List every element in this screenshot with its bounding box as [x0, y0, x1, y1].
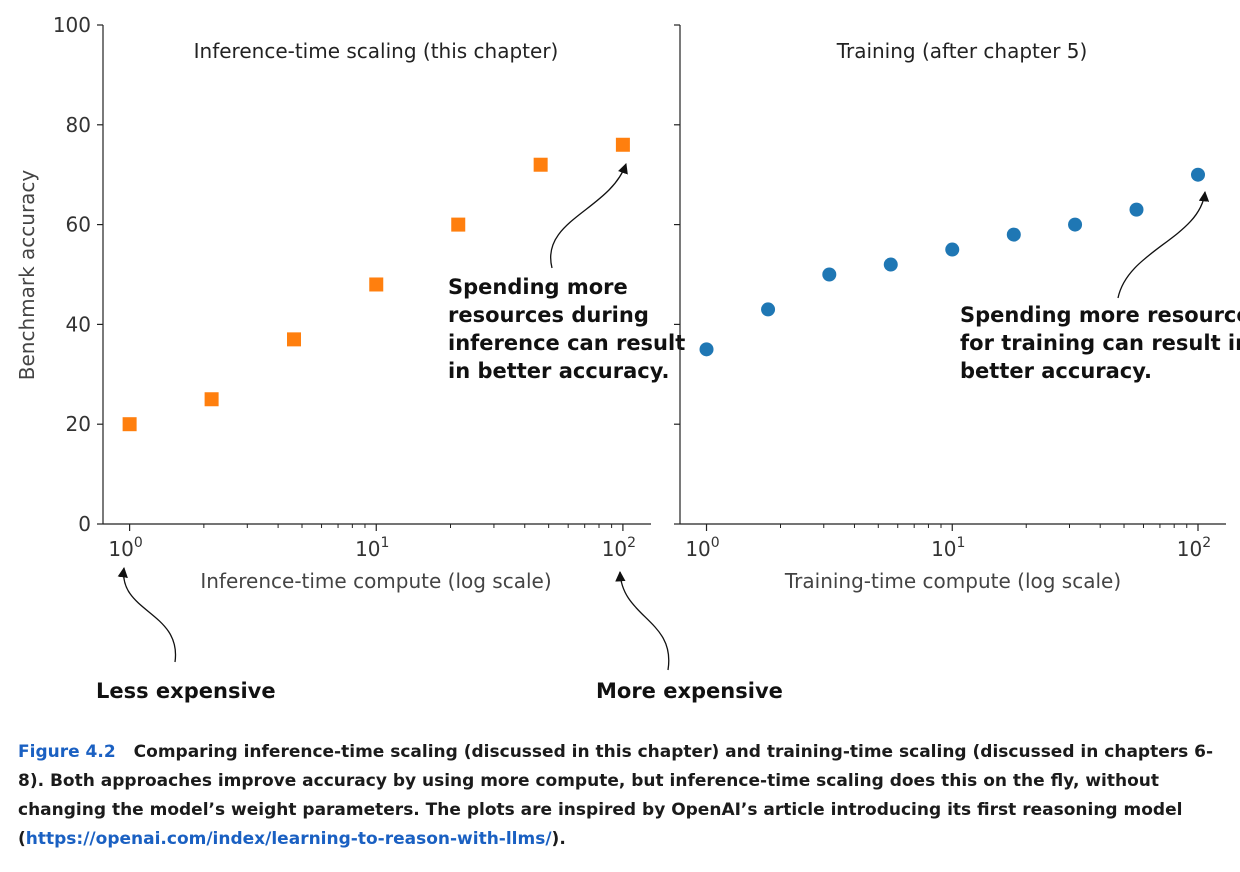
left-y-tick-label: 80: [66, 113, 91, 137]
figure-caption: Figure 4.2 Comparing inference-time scali…: [18, 738, 1223, 854]
less-expensive-note: Less expensive: [96, 679, 276, 703]
left-annotation-arrow: [549, 163, 628, 269]
left-y-tick-label: 40: [66, 312, 91, 336]
less-expensive-arrow: [117, 566, 177, 663]
right-annotation: Spending more resources for training can…: [960, 190, 1240, 383]
left-data-point: [287, 332, 302, 347]
left-annotation-line-3: inference can result: [448, 331, 685, 355]
left-y-tick-label: 60: [66, 213, 91, 237]
left-panel: Inference-time scaling (this chapter) Be…: [15, 13, 685, 593]
left-annotation-line-1: Spending more: [448, 275, 628, 299]
left-annotation-line-2: resources during: [448, 303, 649, 327]
right-panel: Training (after chapter 5) Training-time…: [674, 24, 1240, 593]
right-data-point: [699, 342, 714, 357]
right-annotation-line-2: for training can result in: [960, 331, 1240, 355]
right-x-axis-label: Training-time compute (log scale): [784, 569, 1121, 593]
caption-end: ).: [551, 829, 566, 849]
right-data-point: [883, 257, 898, 272]
right-data-point: [1129, 202, 1144, 217]
more-expensive-arrow: [615, 570, 670, 671]
right-data-point: [761, 302, 776, 317]
caption-figure-number: Figure 4.2: [18, 742, 116, 762]
left-data-point: [615, 137, 630, 152]
left-y-tick-label: 100: [53, 13, 91, 37]
right-annotation-arrow: [1117, 190, 1210, 299]
right-x-tick-label: 100: [685, 535, 719, 561]
right-data-point: [1190, 167, 1205, 182]
caption-text: Comparing inference-time scaling (discus…: [18, 742, 1214, 849]
left-data-point: [369, 277, 384, 292]
right-annotation-line-1: Spending more resources: [960, 303, 1240, 327]
more-expensive-note: More expensive: [596, 679, 783, 703]
left-data-point: [451, 217, 466, 232]
right-data-point: [945, 242, 960, 257]
right-annotation-line-3: better accuracy.: [960, 359, 1152, 383]
right-axes: 100 101 102: [674, 24, 1226, 561]
right-x-tick-label: 102: [1177, 535, 1211, 561]
left-y-tick-label: 0: [78, 512, 91, 536]
right-data-point: [1068, 217, 1083, 232]
left-annotation-line-4: in better accuracy.: [448, 359, 669, 383]
right-data-points: [699, 167, 1205, 357]
left-y-axis-label: Benchmark accuracy: [15, 170, 39, 381]
left-data-point: [204, 392, 219, 407]
left-x-tick-label: 102: [602, 535, 636, 561]
right-x-tick-label: 101: [931, 535, 965, 561]
right-data-point: [1006, 227, 1021, 242]
left-data-point: [122, 417, 137, 432]
left-annotation: Spending more resources during inference…: [448, 163, 685, 383]
left-data-points: [122, 137, 630, 432]
cost-notes: Less expensive More expensive: [96, 566, 783, 703]
left-panel-title: Inference-time scaling (this chapter): [194, 39, 559, 63]
left-x-axis-label: Inference-time compute (log scale): [200, 569, 551, 593]
left-data-point: [533, 157, 548, 172]
left-x-tick-label: 101: [355, 535, 389, 561]
left-y-tick-label: 20: [66, 412, 91, 436]
right-panel-title: Training (after chapter 5): [836, 39, 1088, 63]
left-x-tick-label: 100: [108, 535, 142, 561]
left-axes: 0 20 40 60 80 100 100 101 102: [53, 13, 651, 561]
caption-link[interactable]: https://openai.com/index/learning-to-rea…: [25, 829, 552, 849]
right-data-point: [822, 267, 837, 282]
